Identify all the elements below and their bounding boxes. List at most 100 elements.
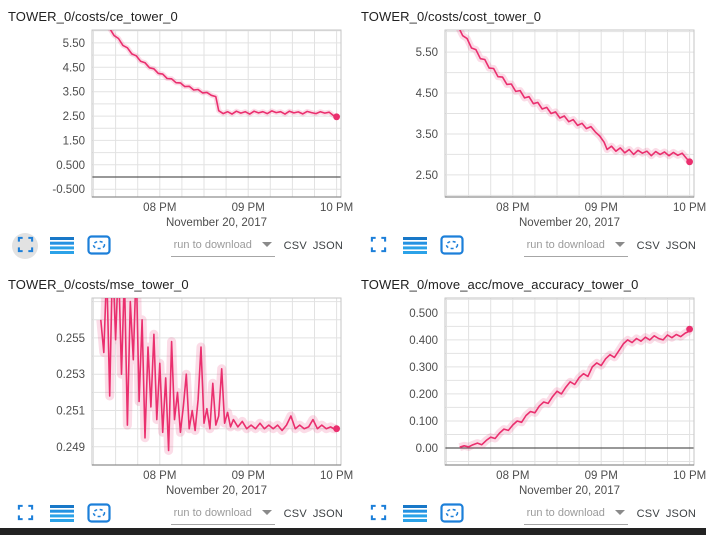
horizontal-lines-icon (50, 236, 74, 257)
horizontal-lines-icon (403, 236, 427, 257)
scalar-chart-card: TOWER_0/costs/mse_tower_0 0.255 0.253 0.25… (0, 268, 353, 535)
svg-text:0.400: 0.400 (409, 335, 438, 347)
chart-toolbar: run to download CSV JSON (0, 499, 353, 529)
svg-text:09 PM: 09 PM (585, 470, 618, 482)
csv-download-link[interactable]: CSV (636, 240, 660, 252)
run-to-download-select[interactable]: run to download (170, 236, 275, 257)
dropdown-caret-icon (261, 242, 272, 247)
scalar-line-chart[interactable]: 5.50 4.50 3.50 2.50 1.50 0.500 -0.500 08 PM 09 P… (0, 25, 353, 230)
download-controls: run to download CSV JSON (523, 236, 696, 257)
svg-text:November 20, 2017: November 20, 2017 (519, 217, 620, 229)
run-select-label: run to download (173, 238, 252, 251)
horizontal-lines-icon (50, 504, 74, 525)
chart-title: TOWER_0/move_acc/move_accuracy_tower_0 (361, 277, 639, 292)
svg-text:08 PM: 08 PM (496, 202, 529, 214)
fullscreen-button[interactable] (12, 233, 38, 259)
fit-domain-icon (87, 234, 111, 258)
fit-domain-icon (440, 234, 464, 258)
svg-text:-0.500: -0.500 (52, 184, 85, 196)
svg-text:0.200: 0.200 (409, 389, 438, 401)
scalar-chart-card: TOWER_0/costs/ce_tower_0 5.50 4.50 3.50 2.5… (0, 0, 353, 268)
svg-text:November 20, 2017: November 20, 2017 (519, 485, 620, 497)
json-download-link[interactable]: JSON (312, 240, 343, 252)
horizontal-lines-button[interactable] (402, 501, 428, 527)
dropdown-caret-icon (261, 510, 272, 515)
run-select-label: run to download (526, 238, 605, 251)
fit-domain-icon (87, 502, 111, 526)
scalar-line-chart[interactable]: 0.500 0.400 0.300 0.200 0.100 0.00 08 PM 09 PM 1… (353, 293, 706, 498)
run-to-download-select[interactable]: run to download (170, 504, 275, 525)
chart-action-icons (12, 501, 112, 527)
svg-text:4.50: 4.50 (416, 88, 438, 100)
dropdown-caret-icon (614, 510, 625, 515)
json-download-link[interactable]: JSON (312, 508, 343, 520)
fit-domain-button[interactable] (86, 501, 112, 527)
chart-action-icons (365, 501, 465, 527)
csv-download-link[interactable]: CSV (636, 508, 660, 520)
json-download-link[interactable]: JSON (665, 508, 696, 520)
fit-domain-button[interactable] (439, 501, 465, 527)
chart-toolbar: run to download CSV JSON (0, 231, 353, 261)
run-select-label: run to download (173, 506, 252, 519)
svg-text:0.255: 0.255 (56, 333, 85, 345)
svg-text:0.249: 0.249 (56, 442, 85, 454)
svg-text:10 PM: 10 PM (320, 470, 353, 482)
run-to-download-select[interactable]: run to download (523, 504, 628, 525)
chart-action-icons (365, 233, 465, 259)
svg-text:0.300: 0.300 (409, 362, 438, 374)
svg-text:09 PM: 09 PM (585, 202, 618, 214)
dropdown-caret-icon (614, 242, 625, 247)
svg-text:5.50: 5.50 (416, 47, 438, 59)
download-controls: run to download CSV JSON (170, 236, 343, 257)
svg-text:2.50: 2.50 (416, 170, 438, 182)
chart-toolbar: run to download CSV JSON (353, 231, 706, 261)
svg-text:0.00: 0.00 (416, 443, 438, 455)
svg-text:0.251: 0.251 (56, 406, 85, 418)
csv-download-link[interactable]: CSV (283, 508, 307, 520)
fullscreen-icon (370, 504, 387, 524)
fullscreen-icon (17, 236, 34, 256)
fullscreen-icon (17, 504, 34, 524)
chart-toolbar: run to download CSV JSON (353, 499, 706, 529)
download-controls: run to download CSV JSON (523, 504, 696, 525)
chart-title: TOWER_0/costs/cost_tower_0 (361, 9, 542, 24)
fullscreen-button[interactable] (12, 501, 38, 527)
svg-text:3.50: 3.50 (416, 129, 438, 141)
horizontal-lines-icon (403, 504, 427, 525)
svg-text:0.500: 0.500 (409, 308, 438, 320)
fullscreen-icon (370, 236, 387, 256)
csv-download-link[interactable]: CSV (283, 240, 307, 252)
download-controls: run to download CSV JSON (170, 504, 343, 525)
run-to-download-select[interactable]: run to download (523, 236, 628, 257)
svg-text:November 20, 2017: November 20, 2017 (166, 485, 267, 497)
fit-domain-button[interactable] (439, 233, 465, 259)
svg-text:2.50: 2.50 (63, 111, 85, 123)
fullscreen-button[interactable] (365, 501, 391, 527)
chart-title: TOWER_0/costs/mse_tower_0 (8, 277, 189, 292)
horizontal-lines-button[interactable] (402, 233, 428, 259)
json-download-link[interactable]: JSON (665, 240, 696, 252)
bottom-bar (0, 528, 706, 535)
horizontal-lines-button[interactable] (49, 233, 75, 259)
chart-title: TOWER_0/costs/ce_tower_0 (8, 9, 178, 24)
svg-text:09 PM: 09 PM (232, 202, 265, 214)
fit-domain-icon (440, 502, 464, 526)
svg-text:1.50: 1.50 (63, 135, 85, 147)
svg-text:5.50: 5.50 (63, 38, 85, 50)
svg-text:0.253: 0.253 (56, 369, 85, 381)
svg-text:0.100: 0.100 (409, 416, 438, 428)
chart-action-icons (12, 233, 112, 259)
fit-domain-button[interactable] (86, 233, 112, 259)
scalar-chart-card: TOWER_0/costs/cost_tower_0 5.50 4.50 3.50 2… (353, 0, 706, 268)
scalar-chart-card: TOWER_0/move_acc/move_accuracy_tower_0 0… (353, 268, 706, 535)
svg-text:08 PM: 08 PM (143, 202, 176, 214)
fullscreen-button[interactable] (365, 233, 391, 259)
scalar-line-chart[interactable]: 5.50 4.50 3.50 2.50 08 PM 09 PM 10 PM November … (353, 25, 706, 230)
horizontal-lines-button[interactable] (49, 501, 75, 527)
svg-text:08 PM: 08 PM (143, 470, 176, 482)
run-select-label: run to download (526, 506, 605, 519)
svg-text:3.50: 3.50 (63, 87, 85, 99)
scalar-line-chart[interactable]: 0.255 0.253 0.251 0.249 08 PM 09 PM 10 PM Novem… (0, 293, 353, 498)
